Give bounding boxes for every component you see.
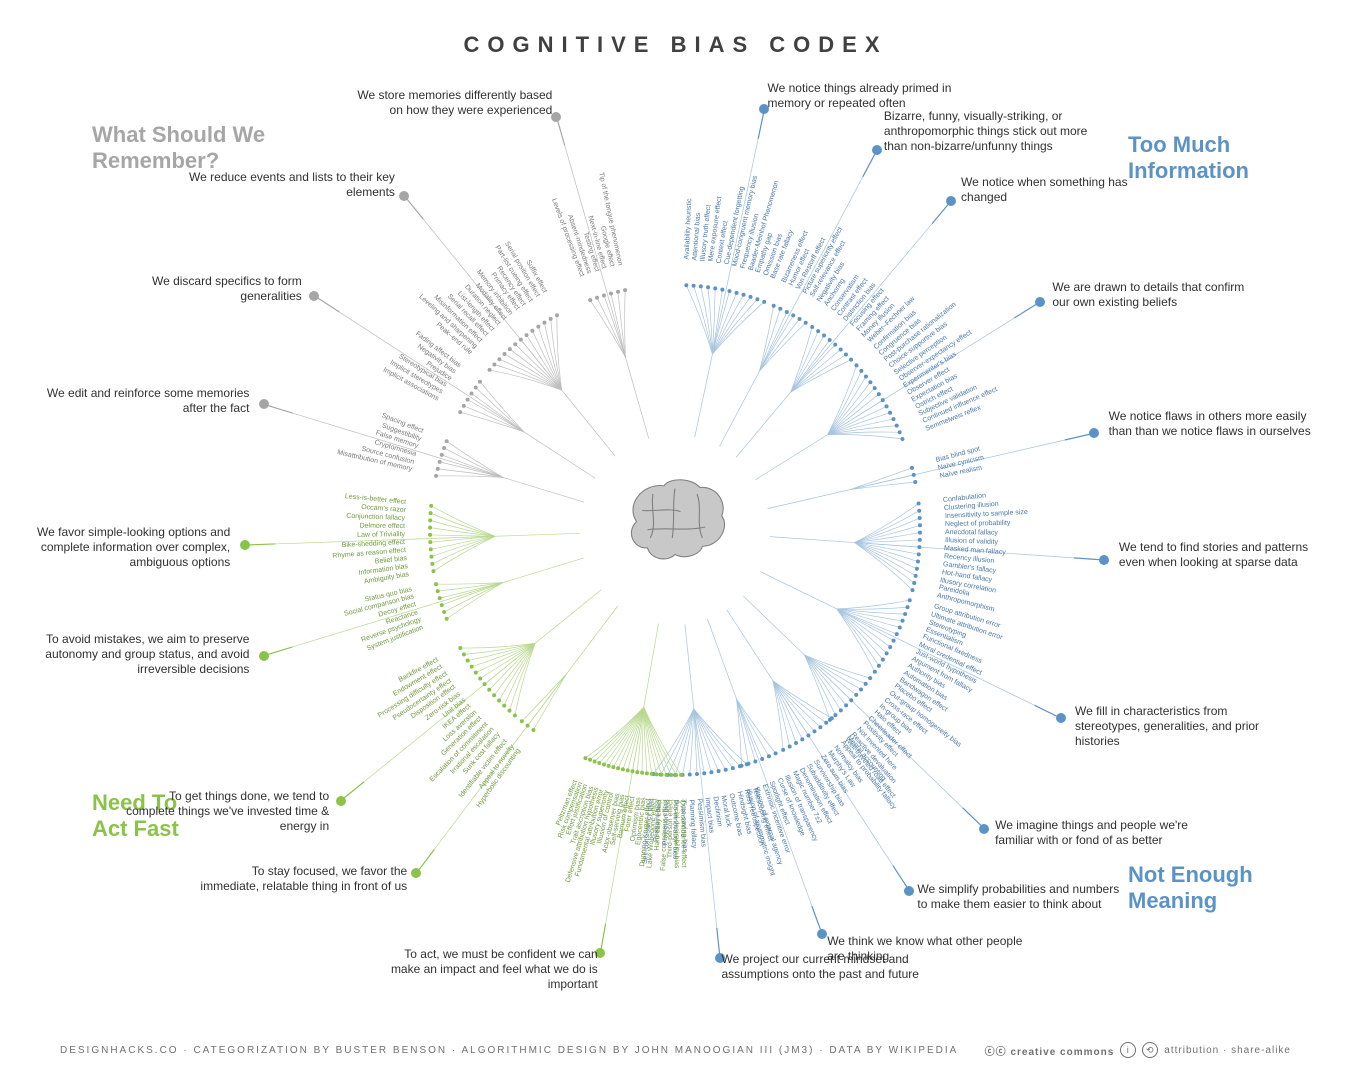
group-label: We reduce events and lists to their key … [185,170,395,200]
group-label: We simplify probabilities and numbers to… [917,882,1127,912]
group-label: We edit and reinforce some memories afte… [39,386,249,416]
footer-license: ⓒⓒ creative commons i ⟲ attribution · sh… [985,1042,1291,1058]
group-label: Bizarre, funny, visually-striking, or an… [884,109,1094,154]
group-label: To stay focused, we favor the immediate,… [197,864,407,894]
group-label: We are drawn to details that confirm our… [1052,280,1262,310]
group-label: We notice flaws in others more easily th… [1109,409,1319,439]
group-dot [259,651,269,661]
group-label: We fill in characteristics from stereoty… [1075,704,1285,749]
group-label: We tend to find stories and patterns eve… [1119,540,1329,570]
group-dot [1099,555,1109,565]
group-label: We notice things already primed in memor… [768,81,978,111]
footer-credits: DESIGNHACKS.CO · CATEGORIZATION BY BUSTE… [60,1045,958,1056]
group-label: To avoid mistakes, we aim to preserve au… [39,632,249,677]
group-label: We discard specifics to form generalitie… [92,274,302,304]
brain-icon [620,472,730,566]
group-label: We notice when something has changed [961,175,1171,205]
bias-label: Neglect of probability [945,520,1010,528]
cc-sa-icon: ⟲ [1142,1042,1158,1058]
group-dot [904,886,914,896]
group-dot [946,196,956,206]
group-label: We imagine things and people we're famil… [995,818,1205,848]
group-label: To get things done, we tend to complete … [119,789,329,834]
group-dot [336,796,346,806]
group-dot [979,824,989,834]
group-label: We project our current mindset and assum… [722,952,932,982]
group-dot [1035,297,1045,307]
group-label: We store memories differently based on h… [342,88,552,118]
group-label: We favor simple-looking options and comp… [20,525,230,570]
footer: DESIGNHACKS.CO · CATEGORIZATION BY BUSTE… [60,1042,1291,1058]
cc-by-icon: i [1120,1042,1136,1058]
group-dot [259,399,269,409]
bias-label: Anecdotal fallacy [945,529,998,537]
group-label: To act, we must be confident we can make… [388,947,598,992]
